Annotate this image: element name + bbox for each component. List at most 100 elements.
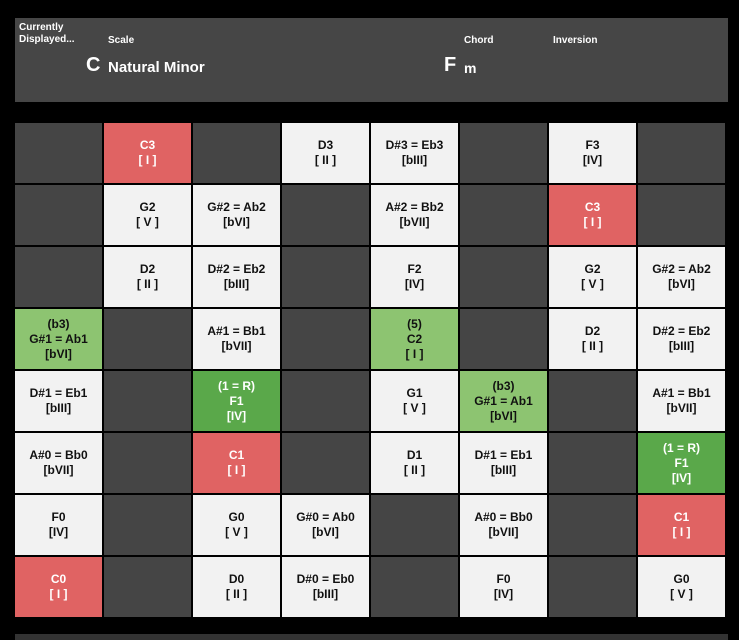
note-cell[interactable]: A#1 = Bb1 [bVII] — [638, 371, 725, 431]
empty-cell[interactable] — [638, 123, 725, 183]
note-cell[interactable]: D2[ II ] — [549, 309, 636, 369]
note-cell-line: [ II ] — [314, 153, 337, 167]
note-cell[interactable]: (b3) G#1 = Ab1 [bVI] — [460, 371, 547, 431]
note-cell-line: [ I ] — [138, 153, 157, 167]
empty-cell[interactable] — [549, 495, 636, 555]
note-cell[interactable]: G0[ V ] — [638, 557, 725, 617]
empty-cell[interactable] — [460, 185, 547, 245]
empty-cell[interactable] — [460, 309, 547, 369]
note-cell-line: D2 — [139, 262, 156, 276]
note-cell-line: [ II ] — [225, 587, 248, 601]
note-cell[interactable]: (1 = R) F1 [IV] — [638, 433, 725, 493]
currently-displayed-label: Currently Displayed... — [19, 22, 75, 45]
note-cell[interactable]: F3 [IV] — [549, 123, 636, 183]
note-cell[interactable]: G0[ V ] — [193, 495, 280, 555]
note-cell[interactable]: C1[ I ] — [193, 433, 280, 493]
note-cell-line: [ II ] — [136, 277, 159, 291]
note-cell[interactable]: G#2 = Ab2 [bVI] — [638, 247, 725, 307]
note-cell[interactable]: D#0 = Eb0 [bIII] — [282, 557, 369, 617]
inversion-label: Inversion — [553, 35, 598, 46]
note-cell[interactable]: A#2 = Bb2 [bVII] — [371, 185, 458, 245]
note-cell[interactable]: D#2 = Eb2 [bIII] — [193, 247, 280, 307]
empty-cell[interactable] — [371, 495, 458, 555]
note-cell[interactable]: D2[ II ] — [104, 247, 191, 307]
note-cell-line: [IV] — [671, 470, 692, 485]
note-cell-line: [bVI] — [223, 215, 250, 229]
note-cell[interactable]: D3[ II ] — [282, 123, 369, 183]
empty-cell[interactable] — [193, 123, 280, 183]
note-cell-line: [ II ] — [403, 463, 426, 477]
empty-cell[interactable] — [638, 185, 725, 245]
note-cell-line: [ I ] — [672, 525, 691, 539]
note-cell-line: [ I ] — [49, 587, 68, 601]
scale-label: Scale — [108, 35, 135, 46]
empty-cell[interactable] — [282, 371, 369, 431]
scale-name[interactable]: Natural Minor — [108, 59, 205, 76]
empty-cell[interactable] — [104, 371, 191, 431]
empty-cell[interactable] — [549, 371, 636, 431]
note-cell-line: C3 — [584, 200, 601, 214]
note-cell-line: G2 — [584, 262, 601, 276]
empty-cell[interactable] — [282, 185, 369, 245]
note-cell[interactable]: C0[ I ] — [15, 557, 102, 617]
note-cell-line: F1 — [674, 455, 689, 470]
empty-cell[interactable] — [549, 557, 636, 617]
note-cell-line: D#1 = Eb1 — [29, 386, 88, 400]
note-cell[interactable]: D#1 = Eb1 [bIII] — [460, 433, 547, 493]
note-cell[interactable]: (b3) G#1 = Ab1 [bVI] — [15, 309, 102, 369]
note-cell-line: [IV] — [226, 408, 247, 423]
empty-cell[interactable] — [104, 495, 191, 555]
note-cell[interactable]: D1[ II ] — [371, 433, 458, 493]
empty-cell[interactable] — [15, 123, 102, 183]
note-cell[interactable]: F0 [IV] — [460, 557, 547, 617]
empty-cell[interactable] — [15, 247, 102, 307]
note-cell-line: G#0 = Ab0 — [296, 510, 355, 524]
note-cell[interactable]: A#1 = Bb1 [bVII] — [193, 309, 280, 369]
note-cell[interactable]: C3[ I ] — [549, 185, 636, 245]
note-cell-line: [bVII] — [488, 525, 519, 539]
empty-cell[interactable] — [549, 433, 636, 493]
empty-cell[interactable] — [371, 557, 458, 617]
note-cell[interactable]: G#2 = Ab2 [bVI] — [193, 185, 280, 245]
note-cell-line: C1 — [228, 448, 245, 462]
note-cell[interactable]: G2[ V ] — [549, 247, 636, 307]
note-cell[interactable]: D#2 = Eb2 [bIII] — [638, 309, 725, 369]
note-cell-line: A#0 = Bb0 — [474, 510, 533, 524]
note-cell-line: [ V ] — [225, 525, 248, 539]
note-cell-line: [bVII] — [666, 401, 697, 415]
note-cell-line: [bVI] — [45, 346, 72, 361]
note-cell-line: D#0 = Eb0 — [296, 572, 355, 586]
empty-cell[interactable] — [460, 123, 547, 183]
note-cell[interactable]: F2 [IV] — [371, 247, 458, 307]
empty-cell[interactable] — [460, 247, 547, 307]
note-cell[interactable]: A#0 = Bb0 [bVII] — [15, 433, 102, 493]
scale-root-note[interactable]: C — [86, 54, 101, 76]
note-cell-line: (b3) — [47, 316, 70, 331]
note-cell-line: [IV] — [404, 277, 425, 291]
note-cell[interactable]: G1[ V ] — [371, 371, 458, 431]
note-cell[interactable]: D#3 = Eb3 [bIII] — [371, 123, 458, 183]
note-cell-line: [IV] — [493, 587, 514, 601]
empty-cell[interactable] — [104, 309, 191, 369]
note-cell[interactable]: D#1 = Eb1 [bIII] — [15, 371, 102, 431]
note-cell-line: G#1 = Ab1 — [29, 331, 88, 346]
chord-quality[interactable]: m — [464, 60, 477, 76]
empty-cell[interactable] — [15, 185, 102, 245]
chord-root-note[interactable]: F — [444, 54, 457, 76]
note-cell[interactable]: D0[ II ] — [193, 557, 280, 617]
note-cell[interactable]: G#0 = Ab0 [bVI] — [282, 495, 369, 555]
note-cell[interactable]: (5) C2[ I ] — [371, 309, 458, 369]
note-cell[interactable]: (1 = R) F1 [IV] — [193, 371, 280, 431]
empty-cell[interactable] — [282, 433, 369, 493]
note-cell[interactable]: C3[ I ] — [104, 123, 191, 183]
note-cell-line: D0 — [228, 572, 245, 586]
empty-cell[interactable] — [282, 247, 369, 307]
note-cell[interactable]: A#0 = Bb0 [bVII] — [460, 495, 547, 555]
note-cell[interactable]: F0 [IV] — [15, 495, 102, 555]
empty-cell[interactable] — [282, 309, 369, 369]
note-cell-line: [bIII] — [312, 587, 339, 601]
empty-cell[interactable] — [104, 557, 191, 617]
note-cell[interactable]: G2[ V ] — [104, 185, 191, 245]
note-cell[interactable]: C1[ I ] — [638, 495, 725, 555]
empty-cell[interactable] — [104, 433, 191, 493]
